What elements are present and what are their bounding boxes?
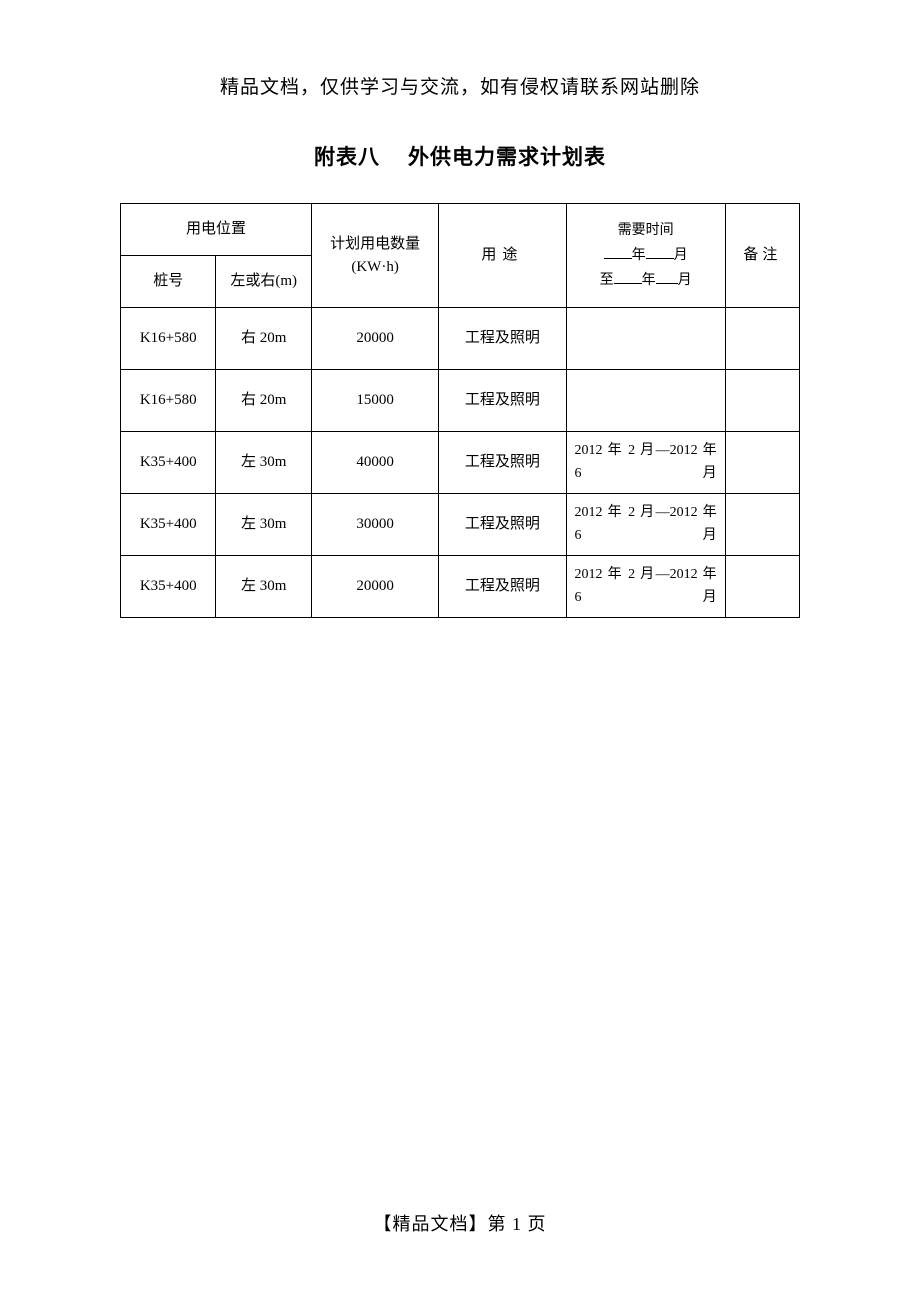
title-prefix: 附表八 xyxy=(314,146,380,169)
cell-pile: K35+400 xyxy=(121,432,216,494)
cell-note xyxy=(725,370,799,432)
title-main: 外供电力需求计划表 xyxy=(408,146,606,169)
power-demand-table: 用电位置 计划用电数量 (KW·h) 用途 需要时间 年月 至年月 备注 桩号 … xyxy=(120,203,800,618)
cell-time xyxy=(566,308,725,370)
cell-qty: 20000 xyxy=(311,308,438,370)
cell-use: 工程及照明 xyxy=(439,494,566,556)
cell-qty: 40000 xyxy=(311,432,438,494)
cell-time: 2012 年 2 月—2012 年 6 月 xyxy=(566,432,725,494)
col-header-side: 左或右(m) xyxy=(216,256,311,308)
cell-time xyxy=(566,370,725,432)
cell-time: 2012 年 2 月—2012 年 6 月 xyxy=(566,494,725,556)
page-title: 附表八 外供电力需求计划表 xyxy=(0,141,920,171)
cell-side: 右 20m xyxy=(216,370,311,432)
cell-note xyxy=(725,432,799,494)
header-note: 精品文档，仅供学习与交流，如有侵权请联系网站删除 xyxy=(0,0,920,99)
cell-pile: K16+580 xyxy=(121,308,216,370)
col-header-time: 需要时间 年月 至年月 xyxy=(566,204,725,308)
cell-side: 右 20m xyxy=(216,308,311,370)
cell-qty: 20000 xyxy=(311,556,438,618)
cell-pile: K35+400 xyxy=(121,494,216,556)
table-row: K16+580 右 20m 15000 工程及照明 xyxy=(121,370,800,432)
power-demand-table-wrap: 用电位置 计划用电数量 (KW·h) 用途 需要时间 年月 至年月 备注 桩号 … xyxy=(120,203,800,618)
cell-time: 2012 年 2 月—2012 年 6 月 xyxy=(566,556,725,618)
cell-use: 工程及照明 xyxy=(439,432,566,494)
cell-pile: K16+580 xyxy=(121,370,216,432)
cell-pile: K35+400 xyxy=(121,556,216,618)
col-header-usage: 用途 xyxy=(439,204,566,308)
cell-use: 工程及照明 xyxy=(439,556,566,618)
cell-note xyxy=(725,556,799,618)
cell-note xyxy=(725,494,799,556)
col-header-note: 备注 xyxy=(725,204,799,308)
col-header-plan-qty: 计划用电数量 (KW·h) xyxy=(311,204,438,308)
table-row: K16+580 右 20m 20000 工程及照明 xyxy=(121,308,800,370)
cell-side: 左 30m xyxy=(216,556,311,618)
cell-side: 左 30m xyxy=(216,432,311,494)
cell-use: 工程及照明 xyxy=(439,308,566,370)
cell-note xyxy=(725,308,799,370)
cell-qty: 15000 xyxy=(311,370,438,432)
table-row: K35+400 左 30m 30000 工程及照明 2012 年 2 月—201… xyxy=(121,494,800,556)
page-footer: 【精品文档】第 1 页 xyxy=(0,1210,920,1236)
col-header-position: 用电位置 xyxy=(121,204,312,256)
table-row: K35+400 左 30m 20000 工程及照明 2012 年 2 月—201… xyxy=(121,556,800,618)
cell-side: 左 30m xyxy=(216,494,311,556)
col-header-pile: 桩号 xyxy=(121,256,216,308)
cell-qty: 30000 xyxy=(311,494,438,556)
table-row: K35+400 左 30m 40000 工程及照明 2012 年 2 月—201… xyxy=(121,432,800,494)
cell-use: 工程及照明 xyxy=(439,370,566,432)
